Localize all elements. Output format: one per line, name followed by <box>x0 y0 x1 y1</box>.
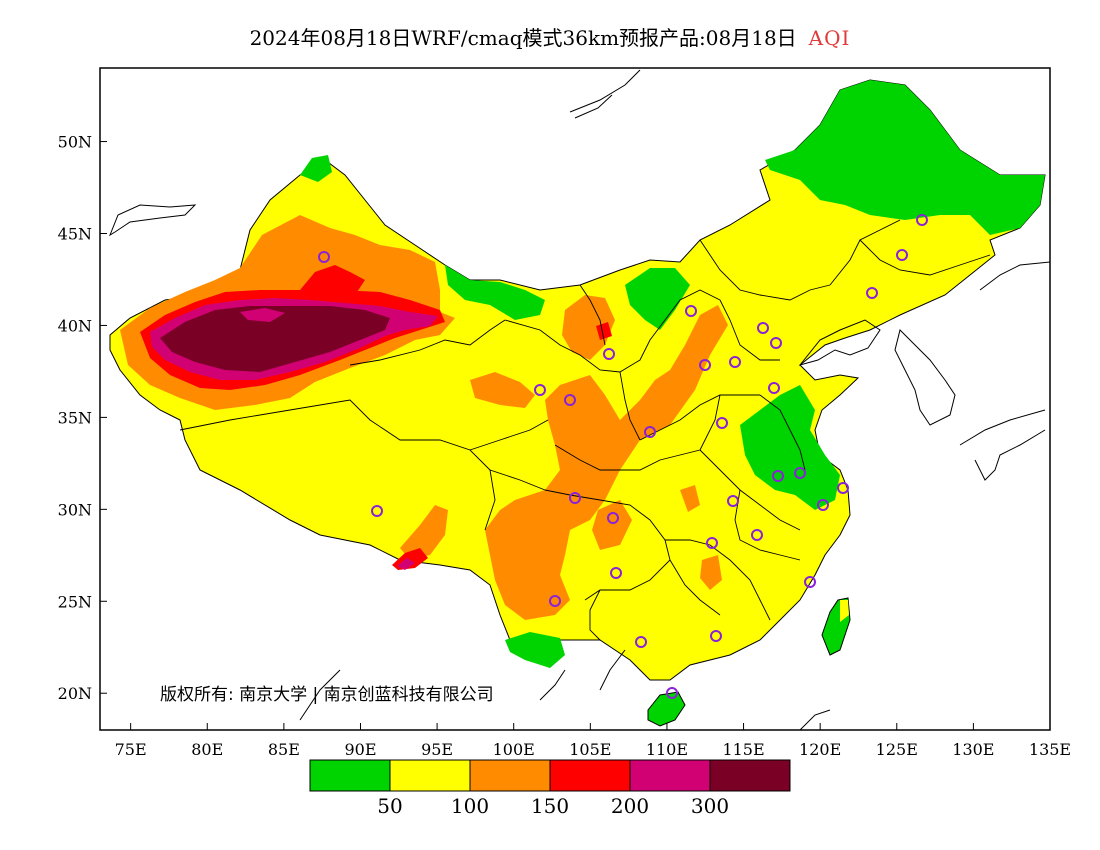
station-marker <box>757 322 769 334</box>
title-text: 2024年08月18日WRF/cmaq模式36km预报产品:08月18日 <box>249 26 797 50</box>
lon-tick-label: 135E <box>1029 740 1071 759</box>
legend-swatch <box>549 759 631 792</box>
station-marker <box>549 595 561 607</box>
station-marker <box>916 214 928 226</box>
lon-tick-label: 125E <box>876 740 918 759</box>
green-mongolia-border <box>445 265 545 320</box>
title-product: AQI <box>808 26 851 50</box>
pollution-field <box>109 79 1046 727</box>
orange-qinghai <box>470 372 535 408</box>
maroon-taklimakan <box>160 306 390 372</box>
legend-swatch <box>709 759 791 792</box>
purple-inset <box>240 308 285 322</box>
legend-swatch <box>469 759 551 792</box>
station-marker <box>644 426 656 438</box>
legend-label: 150 <box>531 794 569 818</box>
lon-tick-label: 100E <box>493 740 535 759</box>
green-anhui-jiangsu <box>740 385 840 510</box>
lat-tick-label: 45N <box>58 225 92 244</box>
station-marker <box>603 348 615 360</box>
station-marker <box>371 505 383 517</box>
station-marker <box>794 467 806 479</box>
station-marker <box>896 249 908 261</box>
station-marker <box>710 630 722 642</box>
lon-tick-label: 90E <box>344 740 376 759</box>
station-marker <box>706 537 718 549</box>
legend-label: 300 <box>691 794 729 818</box>
station-marker <box>699 359 711 371</box>
legend-swatch <box>629 759 711 792</box>
lat-tick-label: 20N <box>58 684 92 703</box>
orange-hunan <box>700 555 722 590</box>
station-marker <box>772 470 784 482</box>
lon-tick-label: 80E <box>191 740 223 759</box>
lon-tick-label: 85E <box>268 740 300 759</box>
province-boundaries <box>179 219 991 641</box>
station-marker <box>716 417 728 429</box>
station-marker <box>666 687 678 699</box>
taiwan-yellow <box>840 600 849 622</box>
station-marker <box>685 305 697 317</box>
hainan-island <box>647 691 686 727</box>
orange-hubei <box>680 485 700 512</box>
red-shaanxi <box>596 322 612 340</box>
legend-label: 100 <box>451 794 489 818</box>
station-marker <box>729 356 741 368</box>
lon-tick-label: 105E <box>569 740 611 759</box>
legend-swatch <box>389 759 471 792</box>
green-north-tip <box>300 155 332 182</box>
map-title: 2024年08月18日WRF/cmaq模式36km预报产品:08月18日 AQI <box>0 22 1100 51</box>
orange-sichuan-gansu <box>485 305 728 620</box>
lon-tick-label: 130E <box>952 740 994 759</box>
station-marker <box>751 529 763 541</box>
station-marker <box>770 337 782 349</box>
station-marker <box>804 576 816 588</box>
orange-tibet-east <box>400 505 448 560</box>
map-axes: 75E 80E 85E 90E 95E 100E 105E 110E 115E 120E 125E 1… <box>58 133 1071 759</box>
station-marker <box>318 251 330 263</box>
station-marker <box>837 482 849 494</box>
map-frame <box>99 67 1051 731</box>
station-marker <box>534 384 546 396</box>
station-marker <box>569 492 581 504</box>
lon-tick-label: 110E <box>646 740 688 759</box>
lon-tick-label: 120E <box>799 740 841 759</box>
green-northeast <box>765 80 1045 235</box>
copyright-note: 版权所有: 南京大学 | 南京创蓝科技有限公司 <box>160 685 494 705</box>
legend-label: 50 <box>377 794 402 818</box>
purple-tibet <box>397 558 415 570</box>
color-legend: 50 100 150 200 300 <box>309 759 791 818</box>
legend-swatch <box>309 759 391 792</box>
green-yunnan-south <box>505 632 565 668</box>
station-marker <box>607 512 619 524</box>
red-xinjiang-north <box>300 265 365 300</box>
station-marker <box>768 382 780 394</box>
orange-guizhou <box>592 500 632 550</box>
orange-shaanxi <box>562 295 615 360</box>
lat-tick-label: 30N <box>58 500 92 519</box>
lon-tick-label: 115E <box>722 740 764 759</box>
lat-tick-label: 25N <box>58 592 92 611</box>
lat-tick-label: 50N <box>58 133 92 152</box>
station-marker <box>817 499 829 511</box>
station-marker <box>866 287 878 299</box>
lat-tick-label: 40N <box>58 316 92 335</box>
green-inner-mongolia <box>625 268 690 330</box>
monitoring-stations <box>318 214 928 699</box>
lon-tick-label: 95E <box>421 740 453 759</box>
station-marker <box>610 567 622 579</box>
neighbor-coastlines <box>108 69 1050 730</box>
station-marker <box>564 394 576 406</box>
lat-tick-label: 35N <box>58 408 92 427</box>
station-marker <box>635 636 647 648</box>
station-marker <box>727 495 739 507</box>
legend-label: 200 <box>611 794 649 818</box>
lon-tick-label: 75E <box>115 740 147 759</box>
